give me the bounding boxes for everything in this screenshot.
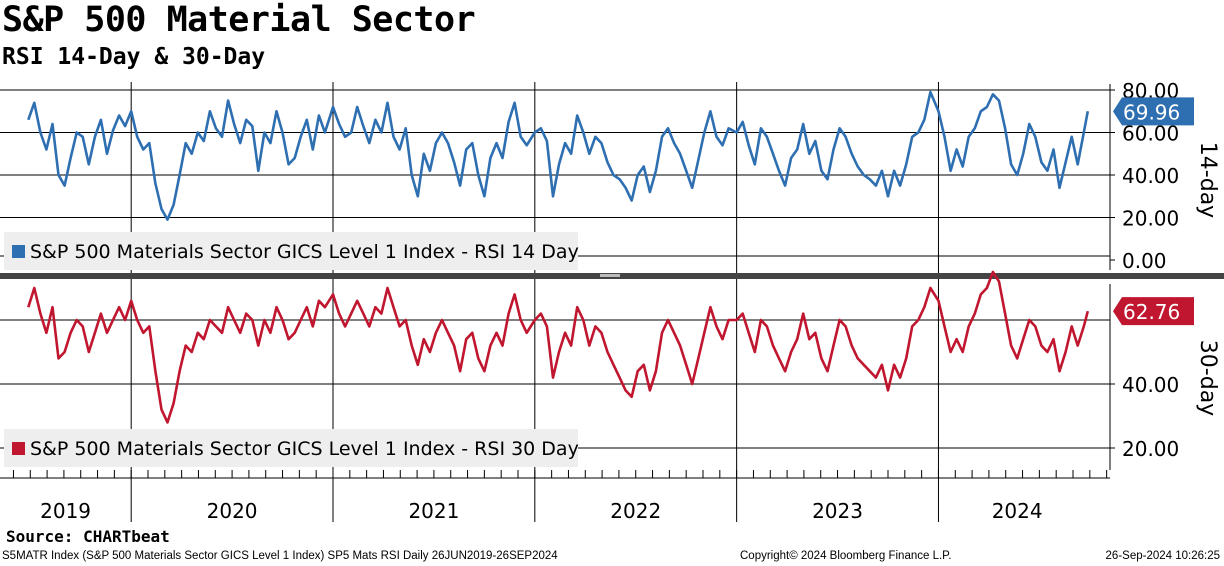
x-tick-label: 2022 <box>610 499 661 523</box>
legend-rsi14-swatch <box>12 245 25 258</box>
x-tick-label: 2024 <box>992 499 1043 523</box>
y-tick-label: 60.00 <box>1122 122 1179 146</box>
rsi30-last-value-tag-label: 62.76 <box>1123 300 1180 324</box>
copyright-note: Copyright© 2024 Bloomberg Finance L.P. <box>740 550 952 562</box>
panel-divider-grip <box>600 274 620 277</box>
legend-rsi30-label: S&P 500 Materials Sector GICS Level 1 In… <box>30 438 579 460</box>
y-tick-label: 20.00 <box>1122 437 1179 461</box>
legend-rsi30-swatch <box>12 442 25 455</box>
chart-title: S&P 500 Material Sector <box>2 0 476 40</box>
legend-rsi30 <box>4 429 578 467</box>
rsi30-line <box>27 270 1090 424</box>
rsi14-line <box>27 90 1090 221</box>
y-tick-label: 40.00 <box>1122 164 1179 188</box>
y-tick-label: 40.00 <box>1122 373 1179 397</box>
x-tick-label: 2023 <box>812 499 863 523</box>
x-tick-label: 2021 <box>408 499 459 523</box>
series-description: S5MATR Index (S&P 500 Materials Sector G… <box>2 550 558 562</box>
legend-rsi14 <box>4 232 578 270</box>
y-axis-title-30day: 30-day <box>1195 340 1220 416</box>
x-tick-label: 2020 <box>207 499 258 523</box>
source-note: Source: CHARTbeat <box>6 527 170 546</box>
rsi14-last-value-tag <box>1113 97 1194 126</box>
chart-subtitle: RSI 14-Day & 30-Day <box>2 44 266 70</box>
rsi14-last-value-tag-label: 69.96 <box>1123 100 1180 124</box>
y-axis-title-14day: 14-day <box>1195 142 1220 218</box>
y-tick-label: 20.00 <box>1122 207 1179 231</box>
y-tick-label: 0.00 <box>1122 249 1167 273</box>
timestamp: 26-Sep-2024 10:26:25 <box>1105 550 1220 562</box>
rsi30-last-value-tag <box>1113 297 1194 326</box>
legend-rsi14-label: S&P 500 Materials Sector GICS Level 1 In… <box>30 241 579 263</box>
x-tick-label: 2019 <box>40 499 91 523</box>
